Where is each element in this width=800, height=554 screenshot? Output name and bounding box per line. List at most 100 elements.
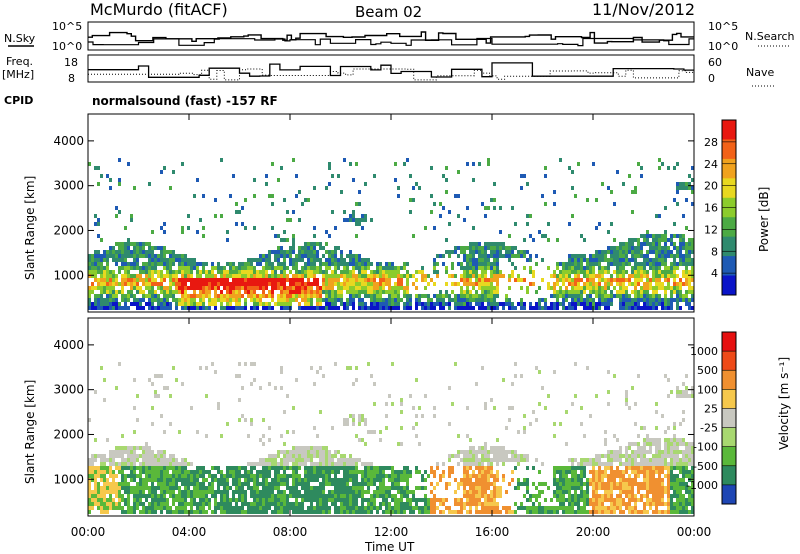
data-cell bbox=[346, 474, 349, 478]
data-cell bbox=[124, 498, 127, 502]
data-cell bbox=[595, 462, 598, 466]
data-cell bbox=[679, 282, 682, 286]
data-cell bbox=[292, 510, 295, 514]
data-cell bbox=[184, 458, 187, 462]
data-cell bbox=[142, 502, 145, 506]
data-cell bbox=[580, 266, 583, 270]
data-cell bbox=[616, 282, 619, 286]
data-cell bbox=[253, 482, 256, 486]
data-cell bbox=[649, 266, 652, 270]
data-cell bbox=[115, 206, 118, 210]
data-cell bbox=[118, 490, 121, 494]
data-cell bbox=[124, 502, 127, 506]
data-cell bbox=[124, 450, 127, 454]
data-cell bbox=[490, 482, 493, 486]
data-cell bbox=[472, 306, 475, 310]
data-cell bbox=[568, 498, 571, 502]
data-cell bbox=[277, 450, 280, 454]
data-cell bbox=[487, 302, 490, 306]
data-cell bbox=[448, 466, 451, 470]
data-cell bbox=[397, 186, 400, 190]
data-cell bbox=[538, 494, 541, 498]
data-cell bbox=[304, 470, 307, 474]
data-cell bbox=[271, 282, 274, 286]
data-cell bbox=[526, 486, 529, 490]
data-cell bbox=[415, 502, 418, 506]
data-cell bbox=[358, 258, 361, 262]
data-cell bbox=[109, 470, 112, 474]
data-cell bbox=[460, 250, 463, 254]
data-cell bbox=[448, 298, 451, 302]
data-cell bbox=[367, 466, 370, 470]
data-cell bbox=[304, 306, 307, 310]
data-cell bbox=[400, 266, 403, 270]
data-cell bbox=[307, 446, 310, 450]
data-cell bbox=[388, 494, 391, 498]
data-cell bbox=[463, 282, 466, 286]
data-cell bbox=[112, 246, 115, 250]
data-cell bbox=[448, 302, 451, 306]
data-cell bbox=[280, 466, 283, 470]
data-cell bbox=[478, 250, 481, 254]
data-cell bbox=[319, 298, 322, 302]
data-cell bbox=[439, 502, 442, 506]
data-cell bbox=[586, 270, 589, 274]
data-cell bbox=[157, 394, 160, 398]
data-cell bbox=[319, 446, 322, 450]
data-cell bbox=[118, 258, 121, 262]
data-cell bbox=[481, 266, 484, 270]
data-cell bbox=[190, 474, 193, 478]
data-cell bbox=[343, 470, 346, 474]
data-cell bbox=[289, 298, 292, 302]
data-cell bbox=[361, 470, 364, 474]
data-cell bbox=[511, 470, 514, 474]
data-cell bbox=[262, 470, 265, 474]
data-cell bbox=[313, 462, 316, 466]
data-cell bbox=[613, 458, 616, 462]
data-cell bbox=[475, 502, 478, 506]
data-cell bbox=[166, 298, 169, 302]
data-cell bbox=[313, 262, 316, 266]
data-cell bbox=[598, 306, 601, 310]
data-cell bbox=[409, 470, 412, 474]
data-cell bbox=[115, 290, 118, 294]
data-cell bbox=[238, 282, 241, 286]
data-cell bbox=[520, 482, 523, 486]
data-cell bbox=[217, 278, 220, 282]
data-cell bbox=[139, 250, 142, 254]
data-cell bbox=[331, 294, 334, 298]
data-cell bbox=[235, 306, 238, 310]
data-cell bbox=[568, 458, 571, 462]
data-cell bbox=[448, 386, 451, 390]
data-cell bbox=[340, 454, 343, 458]
data-cell bbox=[163, 458, 166, 462]
data-cell bbox=[157, 306, 160, 310]
data-cell bbox=[133, 502, 136, 506]
data-cell bbox=[292, 430, 295, 434]
data-cell bbox=[349, 250, 352, 254]
data-cell bbox=[634, 466, 637, 470]
data-cell bbox=[610, 450, 613, 454]
data-cell bbox=[325, 270, 328, 274]
data-cell bbox=[430, 466, 433, 470]
data-cell bbox=[334, 270, 337, 274]
data-cell bbox=[433, 498, 436, 502]
data-cell bbox=[550, 294, 553, 298]
data-cell bbox=[226, 270, 229, 274]
data-cell bbox=[391, 498, 394, 502]
data-cell bbox=[139, 486, 142, 490]
data-cell bbox=[112, 450, 115, 454]
data-cell bbox=[562, 266, 565, 270]
data-cell bbox=[415, 294, 418, 298]
data-cell bbox=[151, 498, 154, 502]
data-cell bbox=[334, 362, 337, 366]
data-cell bbox=[352, 178, 355, 182]
data-cell bbox=[616, 246, 619, 250]
data-cell bbox=[385, 498, 388, 502]
data-cell bbox=[244, 302, 247, 306]
data-cell bbox=[550, 498, 553, 502]
data-cell bbox=[373, 474, 376, 478]
data-cell bbox=[403, 490, 406, 494]
data-cell bbox=[322, 254, 325, 258]
data-cell bbox=[121, 462, 124, 466]
